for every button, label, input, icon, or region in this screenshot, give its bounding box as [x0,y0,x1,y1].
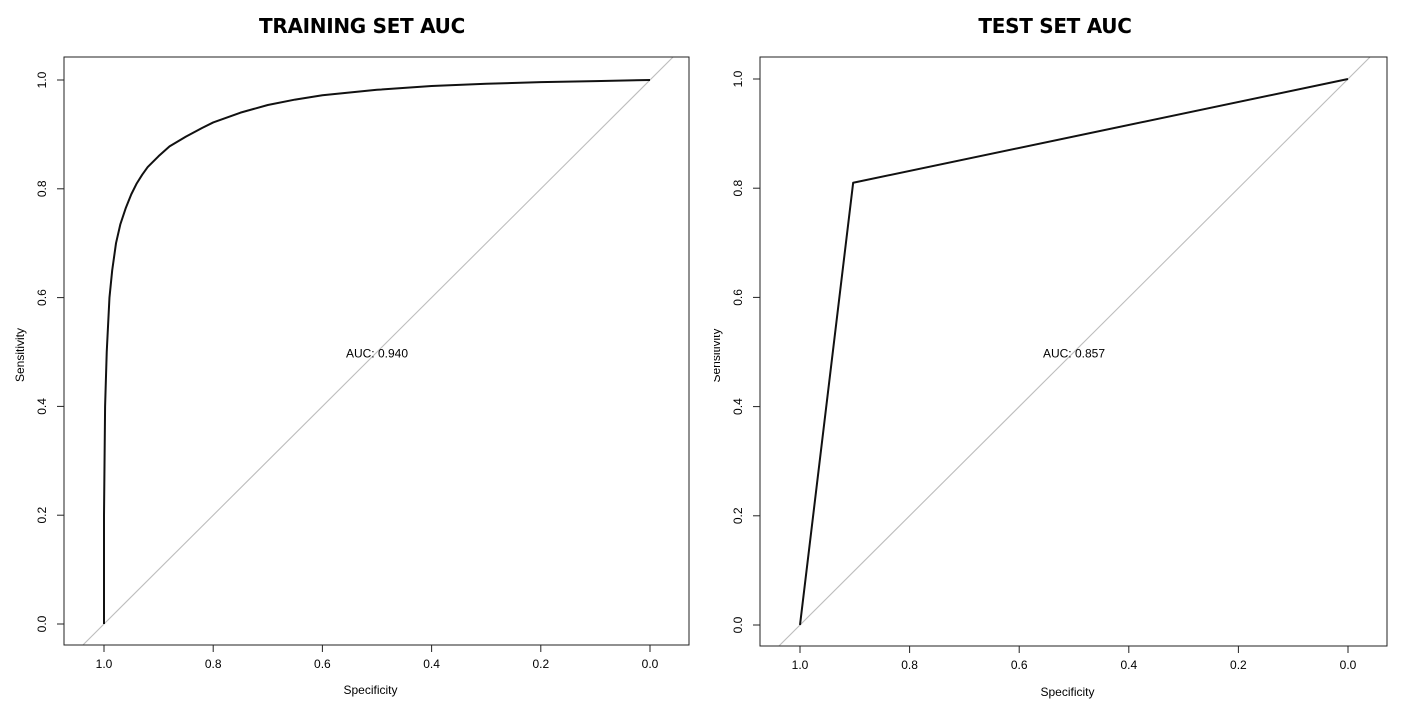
y-tick-label: 0.4 [731,398,745,415]
chart-title: TRAINING SET AUC [259,14,465,38]
x-tick-label: 0.6 [314,657,331,671]
y-tick-label: 0.8 [731,180,745,197]
auc-annotation: AUC: 0.857 [1043,346,1105,360]
y-tick-label: 0.4 [35,398,49,415]
y-tick-label: 1.0 [731,70,745,87]
x-tick-label: 0.8 [901,658,918,672]
roc-curve [103,79,651,624]
training-roc-chart: 1.0 0.8 0.6 0.4 0.2 0.0 0.0 0.2 0.4 0.6 0.8 1.0 Spec… [13,56,690,697]
y-tick-label: 0.2 [731,507,745,524]
x-axis-title: Specificity [1040,685,1094,699]
x-tick-label: 0.2 [1230,658,1247,672]
roc-curve [799,78,1349,626]
y-tick-label: 0.8 [35,180,49,197]
test-chart-panel: TEST SET AUC 1.0 0.8 0.6 0.4 0.2 0.0 0.0 0.2 0.4… [714,0,1428,706]
training-chart-panel: TRAINING SET AUC 1.0 0.8 0.6 0.4 0.2 0.0 0.0 0.… [13,14,690,697]
reference-diagonal-line [82,57,674,645]
y-axis-title: Sensitivity [714,328,723,382]
y-tick-label: 0.2 [35,507,49,524]
x-tick-label: 0.0 [642,657,659,671]
x-tick-label: 0.2 [532,657,549,671]
auc-annotation: AUC: 0.940 [346,346,408,360]
y-axis-title: Sensitivity [13,328,27,382]
x-tick-label: 0.0 [1340,658,1357,672]
reference-diagonal-line [778,57,1371,646]
x-tick-label: 0.4 [1120,658,1137,672]
y-tick-label: 1.0 [35,71,49,88]
x-tick-label: 0.8 [205,657,222,671]
y-tick-label: 0.6 [731,289,745,306]
y-tick-label: 0.0 [35,615,49,632]
x-tick-label: 1.0 [792,658,809,672]
y-tick-label: 0.0 [731,616,745,633]
x-axis-title: Specificity [343,683,397,697]
x-tick-label: 0.4 [423,657,440,671]
test-roc-chart: 1.0 0.8 0.6 0.4 0.2 0.0 0.0 0.2 0.4 0.6 0.8 1.0 Spec… [714,56,1388,699]
chart-title: TEST SET AUC [978,14,1132,38]
x-tick-label: 0.6 [1011,658,1028,672]
y-tick-label: 0.6 [35,289,49,306]
x-tick-label: 1.0 [96,657,113,671]
